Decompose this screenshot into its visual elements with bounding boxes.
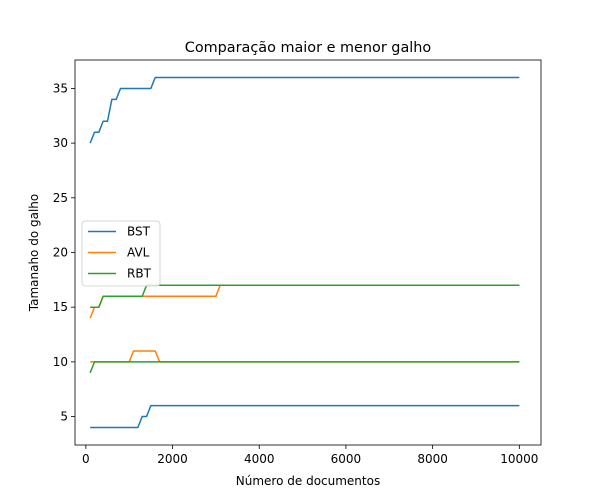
y-tick-label: 35 bbox=[53, 81, 68, 95]
legend-label-avl: AVL bbox=[127, 246, 150, 260]
y-tick-label: 20 bbox=[53, 246, 68, 260]
x-axis-ticks: 0 2000 4000 6000 8000 10000 bbox=[82, 445, 538, 466]
y-tick-label: 25 bbox=[53, 191, 68, 205]
y-tick-label: 5 bbox=[60, 410, 68, 424]
x-tick-label: 4000 bbox=[244, 452, 275, 466]
x-tick-label: 0 bbox=[82, 452, 90, 466]
series-line-rbt-min bbox=[89, 361, 520, 374]
x-axis-label: Número de documentos bbox=[236, 474, 380, 488]
legend-label-rbt: RBT bbox=[127, 267, 152, 281]
legend: BST AVL RBT bbox=[81, 220, 161, 287]
series-line-bst-min bbox=[90, 404, 520, 429]
x-tick-label: 8000 bbox=[417, 452, 448, 466]
plot-lines bbox=[89, 76, 520, 429]
y-tick-label: 15 bbox=[53, 300, 68, 314]
chart-title: Comparação maior e menor galho bbox=[185, 40, 432, 56]
x-tick-label: 10000 bbox=[500, 452, 538, 466]
y-axis-label: Tamanaho do galho bbox=[27, 194, 41, 313]
x-tick-label: 2000 bbox=[157, 452, 188, 466]
x-tick-label: 6000 bbox=[331, 452, 362, 466]
legend-label-bst: BST bbox=[127, 225, 151, 239]
series-line-bst-max bbox=[89, 76, 520, 144]
series-line-rbt-max bbox=[90, 284, 520, 308]
y-axis-ticks: 5 10 15 20 25 30 35 bbox=[53, 81, 75, 424]
y-tick-label: 30 bbox=[53, 136, 68, 150]
legend-box bbox=[81, 220, 161, 287]
y-tick-label: 10 bbox=[53, 355, 68, 369]
